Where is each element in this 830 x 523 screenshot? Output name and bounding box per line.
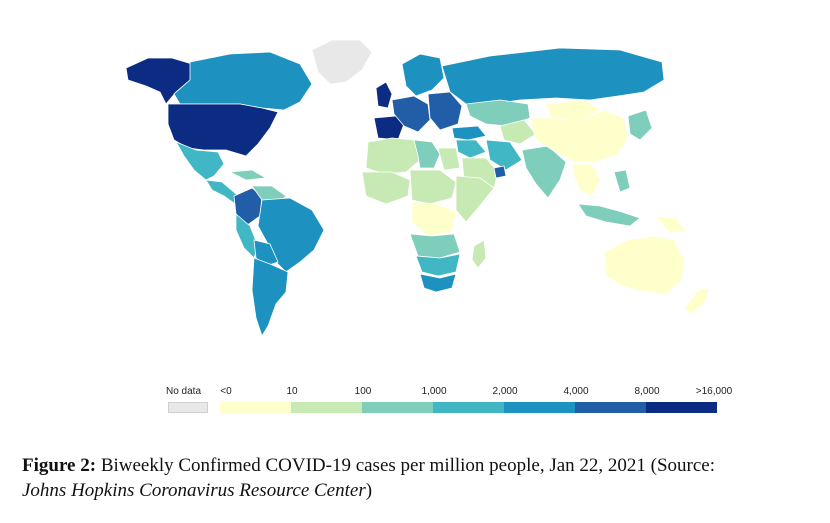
region-turkey — [451, 125, 487, 141]
region-south-africa — [419, 273, 457, 293]
legend-tick-gt16000: >16,000 — [695, 386, 733, 397]
region-north-africa — [365, 137, 421, 175]
region-se-asia — [571, 163, 601, 197]
region-cuba — [228, 169, 268, 181]
caption-source: Johns Hopkins Coronavirus Resource Cente… — [22, 480, 366, 501]
region-canada — [173, 51, 313, 111]
caption-text: Biweekly Confirmed COVID-19 cases per mi… — [96, 455, 716, 476]
legend-swatch-0 — [220, 402, 291, 413]
region-indonesia — [577, 203, 641, 227]
region-china — [529, 109, 629, 163]
region-middle-east — [455, 139, 487, 159]
legend-tick-10: 10 — [286, 386, 298, 397]
legend-tick-100: 100 — [354, 386, 372, 397]
region-usa — [167, 103, 279, 157]
region-east-africa — [455, 175, 495, 223]
legend-tick-8000: 8,000 — [634, 386, 660, 397]
region-mexico — [175, 141, 225, 181]
region-greenland — [311, 39, 373, 85]
region-angola-zambia — [409, 233, 461, 259]
region-drc — [411, 201, 457, 237]
region-iran — [485, 139, 523, 171]
region-scandinavia — [401, 53, 445, 97]
legend-tick-4000: 4,000 — [563, 386, 589, 397]
region-central-asia — [499, 119, 537, 145]
region-korea-japan — [627, 109, 653, 141]
legend-swatch-4 — [504, 402, 575, 413]
region-west-africa — [361, 171, 411, 205]
figure-caption: Figure 2: Biweekly Confirmed COVID-19 ca… — [22, 453, 822, 503]
region-madagascar — [471, 239, 487, 269]
legend-tick-lt0: <0 — [220, 386, 232, 397]
region-uae — [493, 165, 507, 179]
legend-no-data-swatch — [168, 402, 208, 413]
region-iberia — [373, 115, 405, 141]
region-southern-africa — [415, 253, 461, 277]
region-russia — [441, 47, 665, 105]
region-australia — [603, 235, 685, 295]
region-uk-ireland — [375, 81, 393, 109]
map-legend: No data <0 10 100 1,000 2,000 4,000 8,00… — [166, 386, 732, 416]
region-central-africa — [409, 169, 457, 205]
legend-tick-1000: 1,000 — [421, 386, 447, 397]
legend-swatch-3 — [433, 402, 504, 413]
legend-swatch-1 — [291, 402, 362, 413]
caption-close: ) — [365, 480, 373, 501]
region-egypt — [437, 147, 461, 171]
world-choropleth-map — [125, 39, 711, 337]
region-bolivia — [253, 239, 279, 267]
region-png — [655, 215, 687, 233]
legend-swatch-6 — [646, 402, 717, 413]
legend-swatch-2 — [362, 402, 433, 413]
legend-color-scale — [220, 402, 717, 413]
region-philippines — [613, 169, 631, 193]
region-mongolia — [545, 99, 601, 121]
region-libya — [413, 139, 441, 169]
caption-label: Figure 2: — [22, 455, 97, 476]
legend-no-data-label: No data — [166, 386, 202, 397]
region-new-zealand — [683, 287, 711, 315]
region-europe-east — [427, 91, 463, 131]
region-argentina-chile — [251, 257, 289, 337]
region-europe-west — [391, 95, 431, 133]
legend-swatch-5 — [575, 402, 646, 413]
legend-tick-2000: 2,000 — [492, 386, 518, 397]
